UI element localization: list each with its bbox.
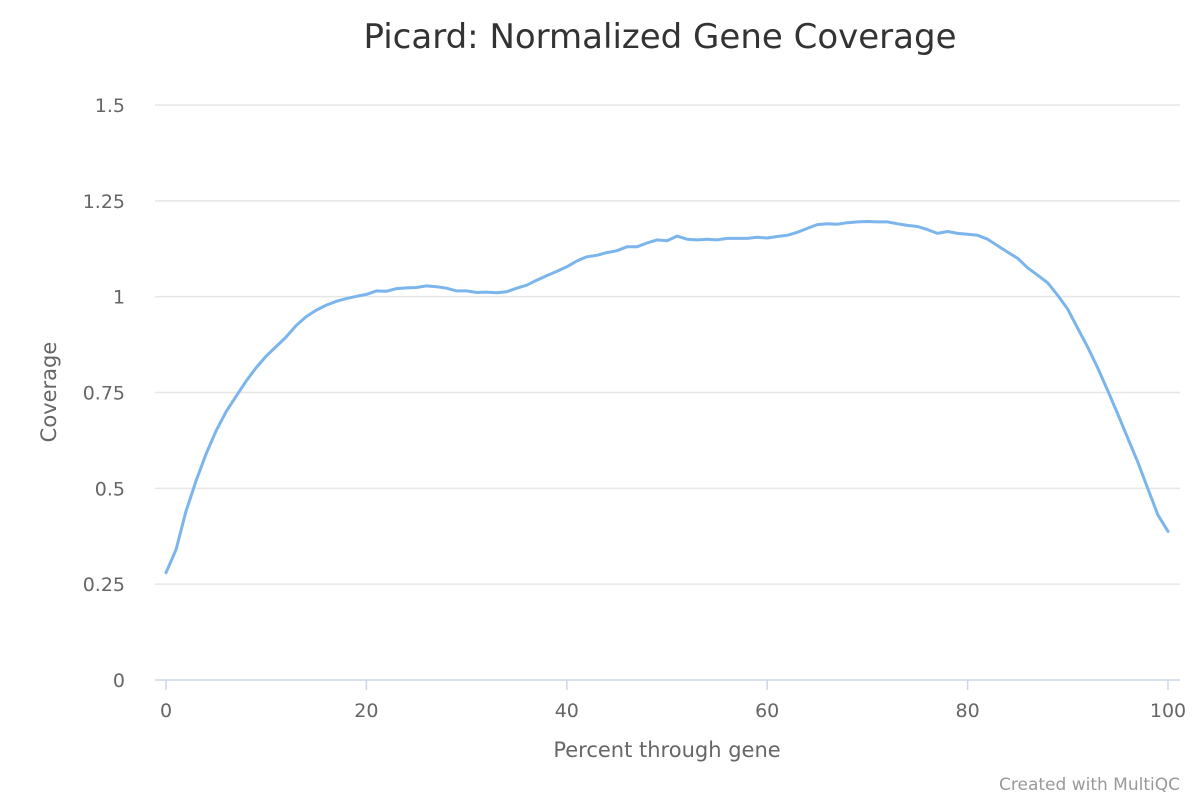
- y-tick-label: 1.5: [95, 95, 125, 117]
- x-tick-label: 40: [555, 700, 579, 722]
- y-tick-label: 0.75: [83, 383, 125, 405]
- y-tick-label: 1: [113, 287, 125, 309]
- series-layer: [164, 220, 1170, 575]
- y-tick-label: 1.25: [83, 191, 125, 213]
- series-line-0[interactable]: [164, 220, 1170, 575]
- x-axis-title: Percent through gene: [553, 738, 780, 762]
- y-axis-title: Coverage: [37, 342, 61, 443]
- x-tick-label: 100: [1150, 700, 1186, 722]
- y-tick-label: 0.5: [95, 478, 125, 500]
- chart-title: Picard: Normalized Gene Coverage: [363, 17, 956, 57]
- x-axis-tick-labels: 0 20 40 60 80 100: [160, 700, 1186, 722]
- x-axis: [155, 679, 1180, 690]
- x-tick-label: 20: [354, 700, 378, 722]
- x-tick-label: 60: [755, 700, 779, 722]
- y-tick-label: 0: [113, 670, 125, 692]
- y-tick-label: 0.25: [83, 574, 125, 596]
- credit-text[interactable]: Created with MultiQC: [999, 775, 1180, 795]
- y-axis-tick-labels: 0 0.25 0.5 0.75 1 1.25 1.5: [83, 95, 125, 692]
- x-tick-label: 0: [160, 700, 172, 722]
- x-tick-label: 80: [956, 700, 980, 722]
- gridlines: [155, 104, 1180, 585]
